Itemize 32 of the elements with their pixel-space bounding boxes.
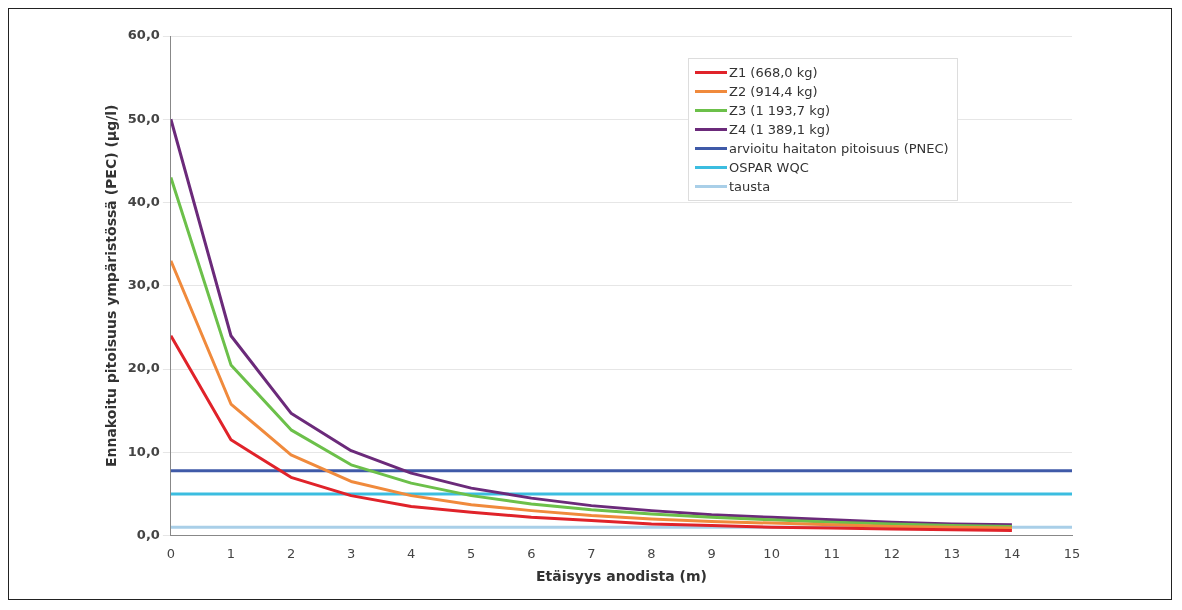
x-tick-label: 10	[763, 545, 780, 561]
x-tick-label: 0	[166, 545, 176, 561]
y-tick-label: 0,0	[136, 526, 160, 542]
x-tick-label: 6	[527, 545, 536, 561]
legend-label: Z3 (1 193,7 kg)	[729, 103, 830, 118]
legend-label: OSPAR WQC	[729, 160, 809, 175]
x-tick-label: 7	[587, 545, 596, 561]
x-tick-label: 5	[467, 545, 476, 561]
x-tick-label: 12	[883, 545, 901, 561]
x-tick-label: 4	[407, 545, 416, 561]
x-tick-label: 13	[943, 545, 961, 561]
y-tick-label: 20,0	[127, 360, 160, 376]
legend-label: tausta	[729, 179, 771, 194]
x-axis-title: Etäisyys anodista (m)	[535, 568, 707, 585]
y-tick-label: 60,0	[127, 27, 160, 43]
x-tick-label: 9	[707, 545, 716, 561]
legend-label: Z2 (914,4 kg)	[729, 84, 818, 99]
y-tick-label: 30,0	[127, 277, 160, 293]
x-tick-label: 1	[226, 545, 236, 561]
y-tick-label: 40,0	[127, 193, 160, 209]
legend-label: Z4 (1 389,1 kg)	[729, 122, 830, 137]
legend-label: arvioitu haitaton pitoisuus (PNEC)	[729, 141, 949, 156]
y-axis-title: Ennakoitu pitoisuus ympäristössä (PEC) (µg/l)	[103, 104, 120, 468]
legend-label: Z1 (668,0 kg)	[729, 65, 818, 80]
x-tick-label: 15	[1063, 545, 1081, 561]
x-tick-label: 14	[1003, 545, 1021, 561]
x-tick-label: 3	[346, 545, 356, 561]
y-tick-label: 50,0	[127, 110, 160, 126]
x-tick-label: 11	[823, 545, 840, 561]
x-tick-label: 8	[647, 545, 656, 561]
y-tick-label: 10,0	[127, 443, 160, 459]
x-tick-label: 2	[286, 545, 296, 561]
